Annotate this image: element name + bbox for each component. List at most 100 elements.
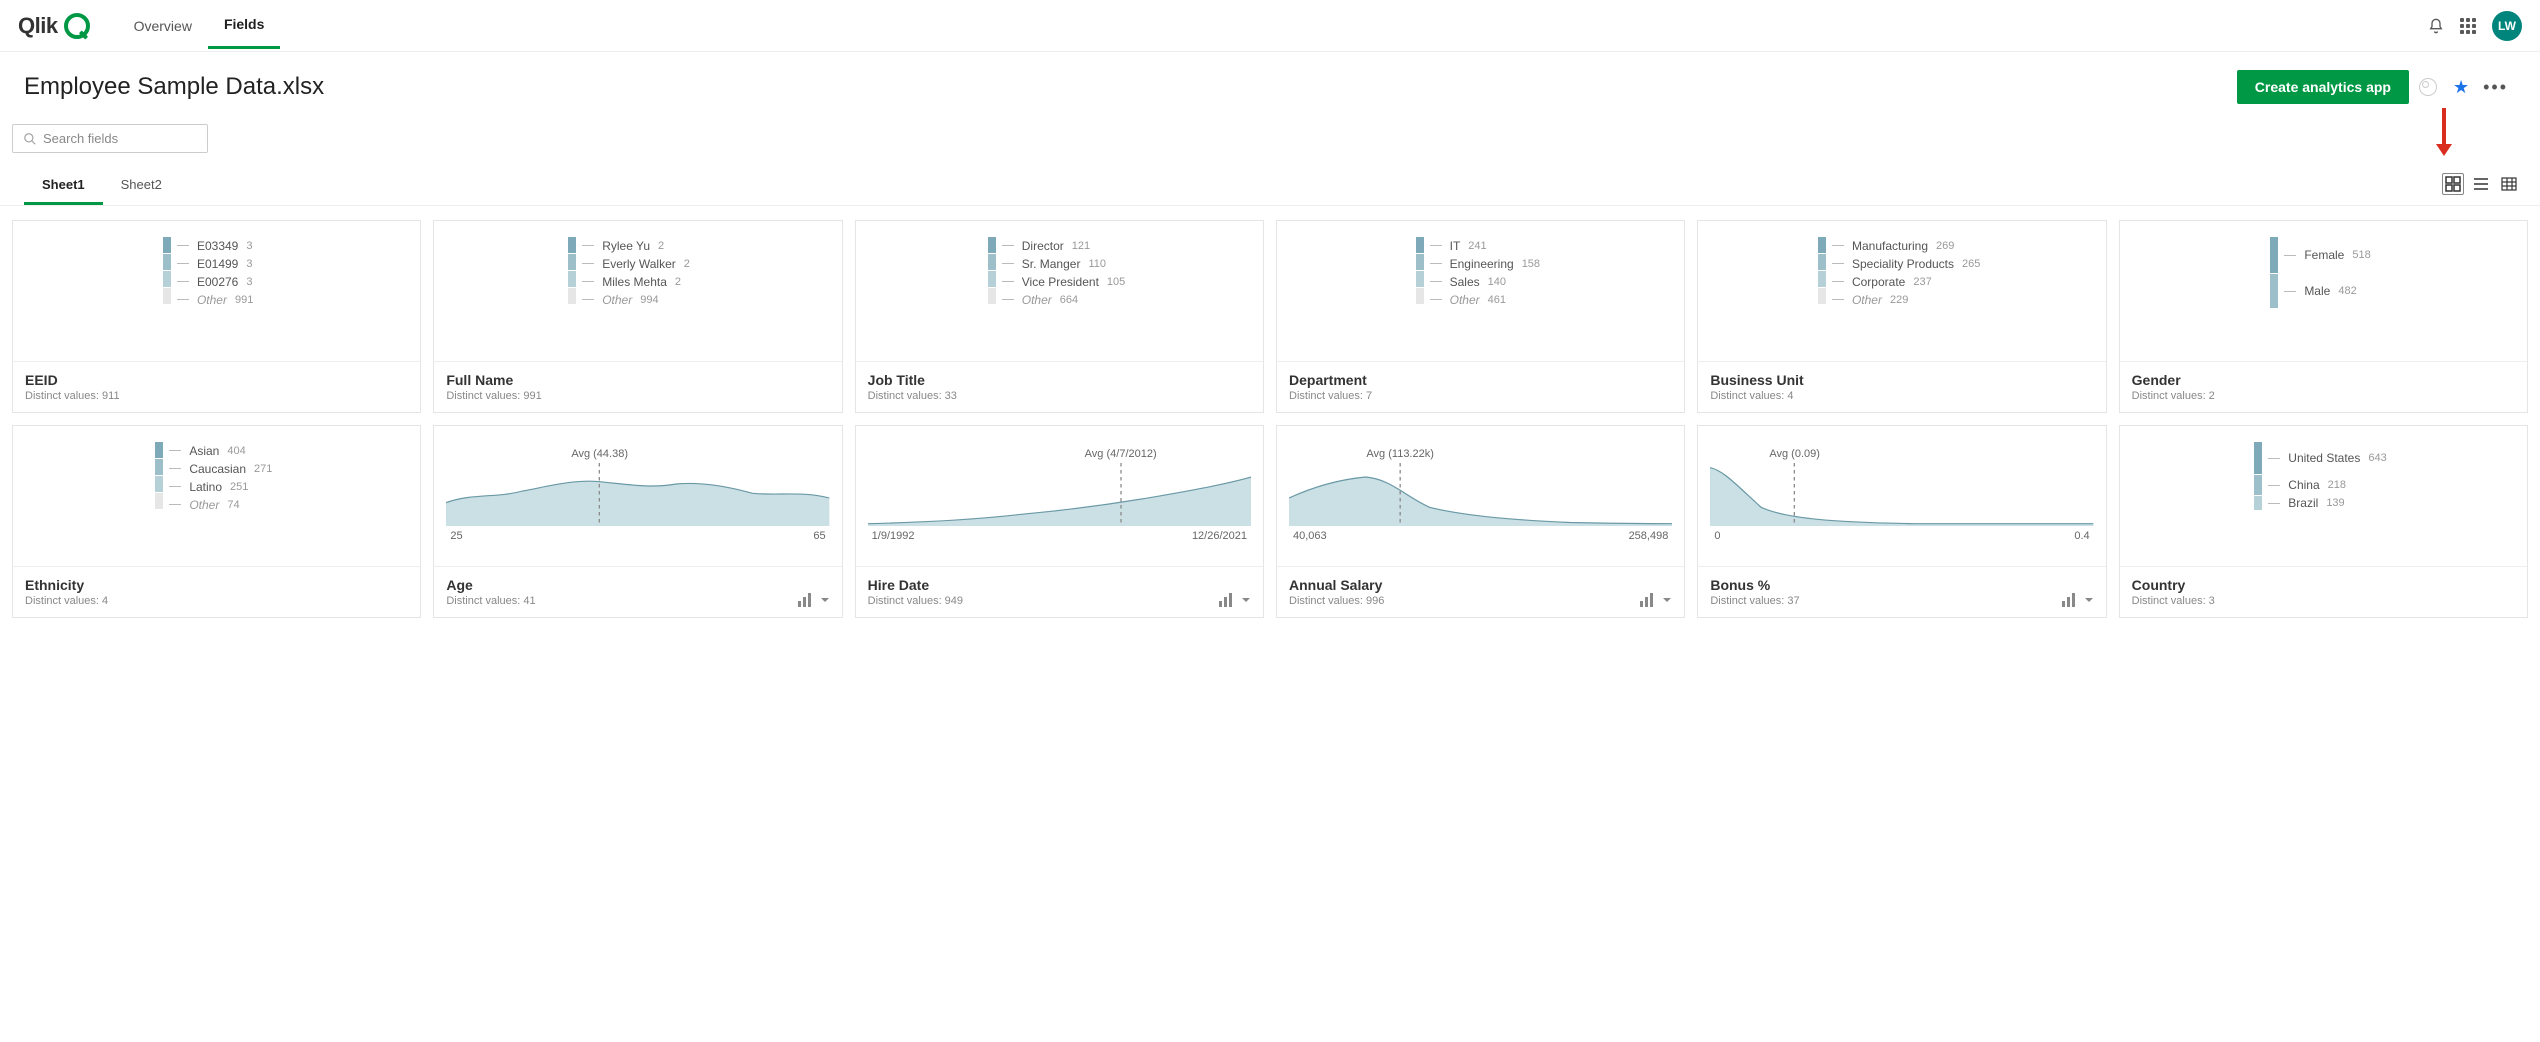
tab-sheet1[interactable]: Sheet1 [24,167,103,205]
legend-value: 74 [227,499,251,511]
legend-value: 518 [2352,249,2376,261]
legend-value: 241 [1468,240,1492,252]
sheet-tabs: Sheet1 Sheet2 [12,167,2442,205]
legend-value: 251 [230,481,254,493]
legend-value: 139 [2326,497,2350,509]
legend-label: Other [197,293,227,307]
more-menu-icon[interactable]: ••• [2483,77,2508,98]
avatar[interactable]: LW [2492,11,2522,41]
legend-value: 2 [658,240,682,252]
legend-label: Asian [189,444,219,458]
legend-label: Other [1022,293,1052,307]
field-card[interactable]: E033493E014993E002763Other991EEIDDistinc… [12,220,421,413]
legend-label: Speciality Products [1852,257,1954,271]
legend-value: 3 [246,258,270,270]
legend-value: 664 [1060,294,1084,306]
tab-overview[interactable]: Overview [118,4,208,48]
subbar: Search fields Sheet1 Sheet2 [0,114,2540,206]
notifications-icon[interactable] [2420,10,2452,42]
card-title: Bonus % [1710,577,2061,593]
legend-label: Corporate [1852,275,1905,289]
search-placeholder: Search fields [43,131,118,146]
legend-label: China [2288,478,2319,492]
field-card[interactable]: Rylee Yu 2 Everly Walker 2 Miles Mehta 2 Other… [433,220,842,413]
legend-value: 2 [684,258,708,270]
legend-value: 482 [2338,285,2362,297]
legend-label: Female [2304,248,2344,262]
view-grid-icon[interactable] [2442,173,2464,195]
legend-label: Latino [189,480,222,494]
search-input[interactable]: Search fields [12,124,208,153]
card-subtitle: Distinct values: 7 [1289,390,1672,402]
field-card[interactable]: United States643China218Brazil139Country… [2119,425,2528,618]
cards-grid: E033493E014993E002763Other991EEIDDistinc… [0,206,2540,632]
axis-max: 12/26/2021 [1192,530,1247,542]
legend-value: 121 [1072,240,1096,252]
legend-value: 158 [1522,258,1546,270]
card-title: Annual Salary [1289,577,1640,593]
legend-label: Sr. Manger [1022,257,1081,271]
card-subtitle: Distinct values: 33 [868,390,1251,402]
tag-icon[interactable] [2419,78,2437,96]
apps-grid-icon[interactable] [2452,10,2484,42]
field-card[interactable]: Manufacturing269Speciality Products265Co… [1697,220,2106,413]
legend-value: 991 [235,294,259,306]
legend-value: 2 [675,276,699,288]
chart-type-selector[interactable] [1219,593,1251,607]
field-card[interactable]: Director121Sr. Manger110Vice President10… [855,220,1264,413]
card-title: Hire Date [868,577,1219,593]
logo[interactable]: Qlik [18,13,90,39]
titlebar: Employee Sample Data.xlsx Create analyti… [0,52,2540,114]
legend-label: Other [1450,293,1480,307]
view-list-icon[interactable] [2470,173,2492,195]
legend-value: 3 [246,276,270,288]
avg-label: Avg (4/7/2012) [1085,448,1157,460]
legend-label: Engineering [1450,257,1514,271]
card-title: Job Title [868,372,1251,388]
field-card[interactable]: IT241Engineering158Sales140Other461Depar… [1276,220,1685,413]
view-table-icon[interactable] [2498,173,2520,195]
legend-value: 461 [1488,294,1512,306]
card-title: Age [446,577,797,593]
view-toggles [2442,173,2528,195]
legend-label: Rylee Yu [602,239,650,253]
legend-value: 269 [1936,240,1960,252]
card-subtitle: Distinct values: 2 [2132,390,2515,402]
legend-value: 265 [1962,258,1986,270]
card-subtitle: Distinct values: 41 [446,595,797,607]
card-title: Country [2132,577,2515,593]
field-card[interactable]: Avg (113.22k)40,063258,498Annual SalaryD… [1276,425,1685,618]
card-subtitle: Distinct values: 991 [446,390,829,402]
card-subtitle: Distinct values: 911 [25,390,408,402]
legend-label: Sales [1450,275,1480,289]
page-title: Employee Sample Data.xlsx [24,73,2237,101]
create-analytics-app-button[interactable]: Create analytics app [2237,70,2409,104]
legend-label: Caucasian [189,462,246,476]
field-card[interactable]: Asian404Caucasian271Latino251Other74Ethn… [12,425,421,618]
field-card[interactable]: Avg (0.09)00.4Bonus %Distinct values: 37 [1697,425,2106,618]
avg-label: Avg (113.22k) [1366,448,1433,460]
legend-value: 404 [227,445,251,457]
chart-type-selector[interactable] [798,593,830,607]
legend-label: Miles Mehta [602,275,667,289]
tab-sheet2[interactable]: Sheet2 [103,167,180,205]
chart-type-selector[interactable] [1640,593,1672,607]
legend-value: 218 [2328,479,2352,491]
legend-label: Everly Walker [602,257,676,271]
field-card[interactable]: Avg (4/7/2012)1/9/199212/26/2021Hire Dat… [855,425,1264,618]
field-card[interactable]: Female518Male482GenderDistinct values: 2 [2119,220,2528,413]
legend-label: Brazil [2288,496,2318,510]
card-title: Ethnicity [25,577,408,593]
card-title: Full Name [446,372,829,388]
chart-type-selector[interactable] [2062,593,2094,607]
legend-value: 229 [1890,294,1914,306]
legend-label: Other [189,498,219,512]
star-icon[interactable]: ★ [2453,77,2469,98]
axis-min: 40,063 [1293,530,1327,542]
legend-label: Other [602,293,632,307]
brand-text: Qlik [18,13,58,39]
tab-fields[interactable]: Fields [208,2,280,49]
legend-label: Vice President [1022,275,1099,289]
field-card[interactable]: Avg (44.38)2565AgeDistinct values: 41 [433,425,842,618]
legend-value: 105 [1107,276,1131,288]
